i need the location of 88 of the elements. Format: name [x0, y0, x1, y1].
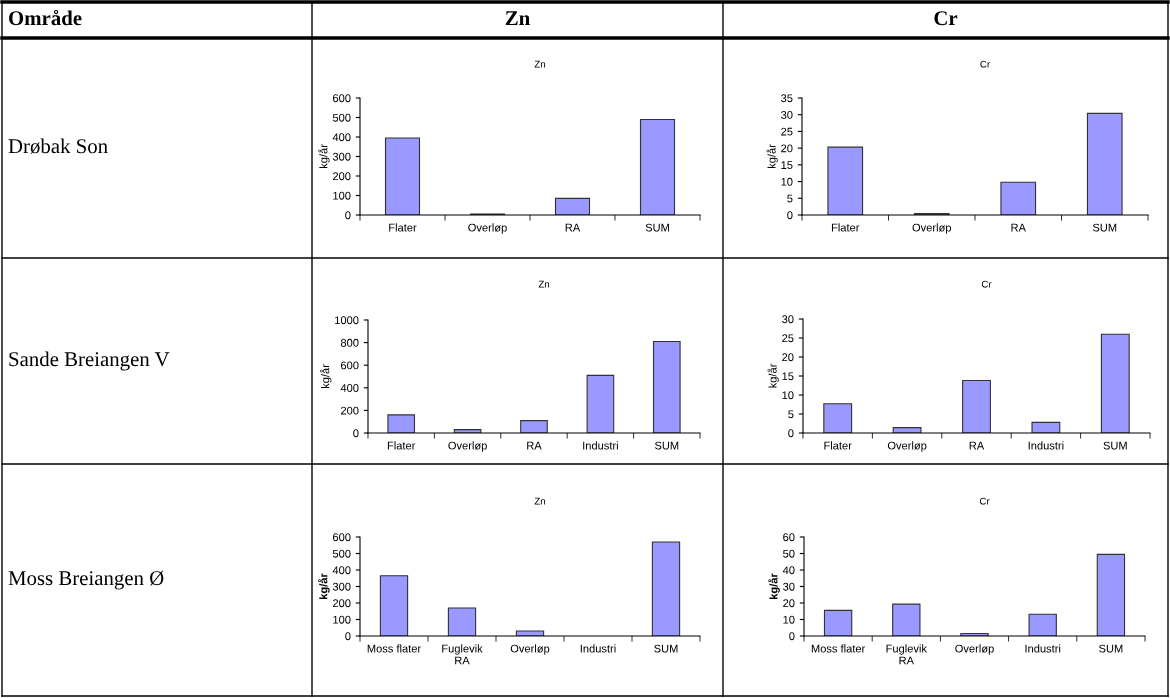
y-tick-label: 0	[345, 632, 351, 641]
y-tick-label: 0	[788, 429, 794, 438]
x-tick-label: Fuglevik RA	[886, 644, 927, 665]
y-tick-label: 0	[787, 211, 793, 220]
text: Sande Breiangen V	[9, 351, 170, 371]
y-tick-label: 15	[781, 161, 793, 169]
x-tick-label: Overløp	[912, 223, 952, 234]
y-tick-label: 30	[781, 110, 793, 119]
y-tick-label: 35	[781, 94, 793, 103]
y-tick-label: 5	[788, 410, 794, 419]
x-tick-label: RA	[527, 441, 542, 450]
x-tick-label: RA	[969, 441, 985, 450]
y-tick-label: 25	[782, 334, 794, 343]
y-tick-label: 400	[332, 133, 351, 142]
x-tick-label: Overløp	[887, 441, 927, 452]
text: Zn	[505, 11, 530, 26]
x-tick-label: SUM	[654, 441, 679, 450]
x-tick-label: RA	[565, 223, 581, 232]
y-tick-label: 0	[345, 211, 351, 220]
x-tick-label: Fuglevik RA	[442, 644, 483, 665]
y-tick-label: 500	[332, 113, 351, 122]
x-tick-label: SUM	[645, 223, 669, 232]
chart-title: Zn	[538, 280, 550, 288]
x-tick-label: Overløp	[468, 223, 507, 234]
y-tick-label: 5	[787, 194, 793, 203]
text: Cr	[934, 11, 958, 26]
x-tick-label: Moss flater	[811, 644, 866, 653]
y-tick-label: 300	[332, 582, 351, 591]
y-tick-label: 20	[782, 353, 794, 362]
text: Område	[9, 9, 82, 26]
y-tick-label: 0	[789, 632, 795, 641]
y-axis-title: kg/år	[318, 573, 330, 599]
y-tick-label: 400	[332, 566, 351, 575]
y-axis-title: kg/år	[767, 363, 779, 388]
y-tick-label: 200	[332, 599, 351, 608]
y-tick-label: 1000	[335, 316, 359, 325]
y-tick-label: 20	[783, 599, 795, 608]
y-tick-label: 800	[340, 338, 359, 347]
y-tick-label: 15	[782, 372, 794, 381]
y-tick-label: 0	[353, 429, 359, 438]
y-tick-label: 50	[783, 549, 795, 558]
x-tick-label: SUM	[1103, 441, 1127, 450]
y-tick-label: 600	[333, 533, 351, 542]
text: Drøbak Son	[8, 138, 108, 154]
x-tick-label: Moss flater	[367, 644, 421, 653]
x-tick-label: Industri	[1025, 644, 1061, 653]
y-tick-label: 600	[333, 94, 351, 103]
y-tick-label: 10	[783, 615, 795, 624]
x-tick-label: Industri	[1028, 441, 1064, 450]
x-tick-label: Overløp	[955, 644, 994, 655]
x-tick-label: SUM	[654, 644, 678, 653]
chart-title: Cr	[979, 497, 990, 505]
x-tick-label: Flater	[831, 223, 860, 232]
x-tick-label: SUM	[1092, 223, 1117, 232]
x-tick-label: Flater	[387, 441, 416, 450]
text: Moss Breiangen Ø	[8, 570, 164, 590]
chart-title: Cr	[980, 60, 990, 68]
x-tick-label: Overløp	[448, 441, 487, 452]
x-tick-label: Overløp	[510, 644, 550, 655]
y-tick-label: 20	[781, 144, 793, 153]
x-tick-label: Flater	[824, 441, 852, 450]
x-tick-label: Flater	[389, 223, 417, 232]
y-tick-label: 25	[781, 127, 793, 136]
y-tick-label: 100	[333, 615, 351, 624]
y-tick-label: 30	[783, 582, 795, 591]
y-axis-title: kg/år	[320, 364, 332, 389]
y-tick-label: 60	[783, 533, 795, 542]
y-axis-title: kg/år	[768, 573, 780, 599]
y-tick-label: 30	[782, 315, 794, 324]
y-tick-label: 10	[782, 391, 794, 400]
y-tick-label: 500	[332, 549, 351, 558]
y-tick-label: 400	[340, 384, 359, 392]
y-tick-label: 200	[332, 172, 351, 181]
chart-title: Cr	[981, 280, 992, 288]
x-tick-label: Industri	[583, 441, 618, 450]
x-tick-label: SUM	[1099, 644, 1123, 653]
chart-title: Zn	[534, 60, 546, 68]
y-tick-label: 600	[341, 361, 359, 370]
y-tick-label: 40	[782, 566, 795, 575]
y-tick-label: 300	[332, 152, 351, 161]
x-tick-label: Industri	[580, 644, 616, 653]
x-tick-label: RA	[1011, 223, 1026, 232]
y-tick-label: 100	[333, 191, 351, 200]
y-axis-title: kg/år	[766, 144, 778, 169]
chart-title: Zn	[534, 497, 546, 505]
y-tick-label: 200	[340, 406, 359, 415]
y-tick-label: 10	[781, 177, 793, 186]
y-axis-title: kg/år	[318, 144, 330, 169]
